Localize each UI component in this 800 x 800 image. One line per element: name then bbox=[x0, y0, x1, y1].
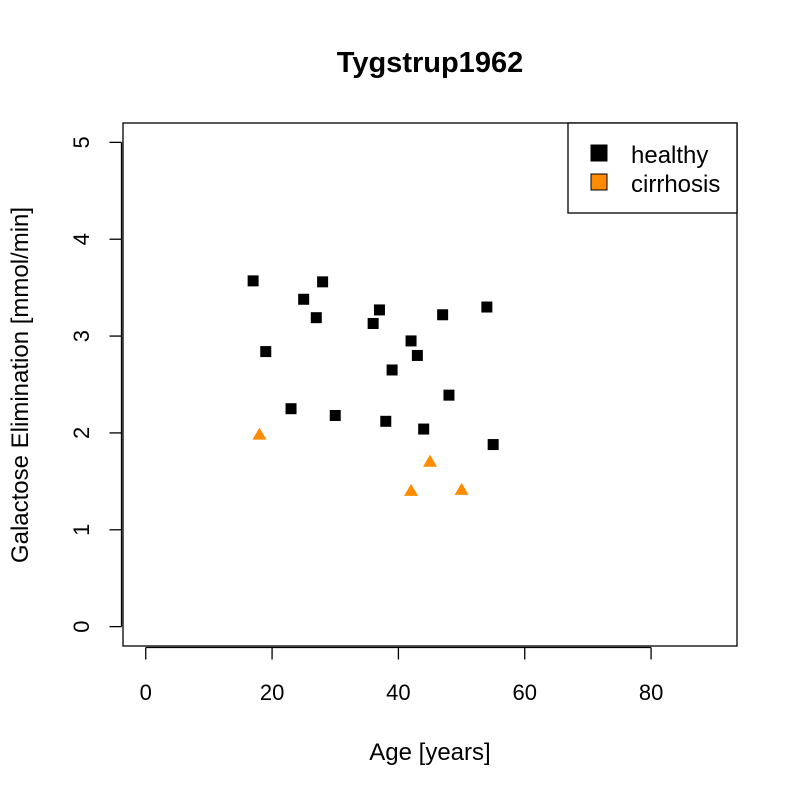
chart-title: Tygstrup1962 bbox=[337, 47, 523, 79]
x-tick-label: 80 bbox=[639, 680, 663, 705]
plot-area-frame bbox=[122, 122, 738, 647]
y-axis: 0 1 2 3 4 5 bbox=[69, 136, 123, 633]
data-point-healthy bbox=[481, 301, 493, 313]
x-tick-label: 20 bbox=[260, 680, 284, 705]
legend: healthy cirrhosis bbox=[567, 122, 738, 214]
x-tick-label: 0 bbox=[140, 680, 152, 705]
data-point-healthy bbox=[317, 276, 329, 288]
data-point-healthy bbox=[405, 335, 417, 347]
y-tick-label: 0 bbox=[69, 621, 94, 633]
legend-box bbox=[567, 122, 738, 214]
data-point-healthy bbox=[487, 439, 499, 451]
data-point-healthy bbox=[386, 364, 398, 376]
legend-marker-healthy bbox=[590, 144, 608, 162]
data-point-healthy bbox=[411, 349, 423, 361]
legend-label-cirrhosis: cirrhosis bbox=[631, 171, 720, 198]
data-point-cirrhosis bbox=[404, 483, 419, 496]
y-tick-label: 1 bbox=[69, 524, 94, 536]
legend-marker-cirrhosis bbox=[590, 173, 608, 191]
y-tick-label: 2 bbox=[69, 427, 94, 439]
data-point-cirrhosis bbox=[454, 482, 469, 495]
data-point-healthy bbox=[418, 423, 430, 435]
data-point-healthy bbox=[260, 346, 272, 358]
x-tick-label: 40 bbox=[386, 680, 410, 705]
data-point-healthy bbox=[329, 409, 341, 421]
y-tick-label: 5 bbox=[69, 136, 94, 148]
x-axis: 0 20 40 60 80 bbox=[140, 646, 663, 705]
y-axis-label: Galactose Elimination [mmol/min] bbox=[7, 207, 34, 563]
data-points bbox=[247, 275, 499, 496]
x-axis-label: Age [years] bbox=[369, 739, 490, 766]
data-point-healthy bbox=[443, 389, 455, 401]
data-point-healthy bbox=[285, 403, 297, 415]
data-point-healthy bbox=[437, 309, 449, 321]
y-tick-label: 4 bbox=[69, 233, 94, 245]
data-point-healthy bbox=[373, 304, 385, 316]
data-point-healthy bbox=[298, 293, 310, 305]
x-tick-label: 60 bbox=[513, 680, 537, 705]
y-tick-label: 3 bbox=[69, 330, 94, 342]
legend-label-healthy: healthy bbox=[631, 142, 708, 169]
data-point-healthy bbox=[310, 312, 322, 324]
data-point-healthy bbox=[367, 317, 379, 329]
data-point-healthy bbox=[380, 415, 392, 427]
data-point-cirrhosis bbox=[423, 454, 437, 467]
data-point-healthy bbox=[247, 275, 259, 287]
data-point-cirrhosis bbox=[252, 427, 267, 440]
